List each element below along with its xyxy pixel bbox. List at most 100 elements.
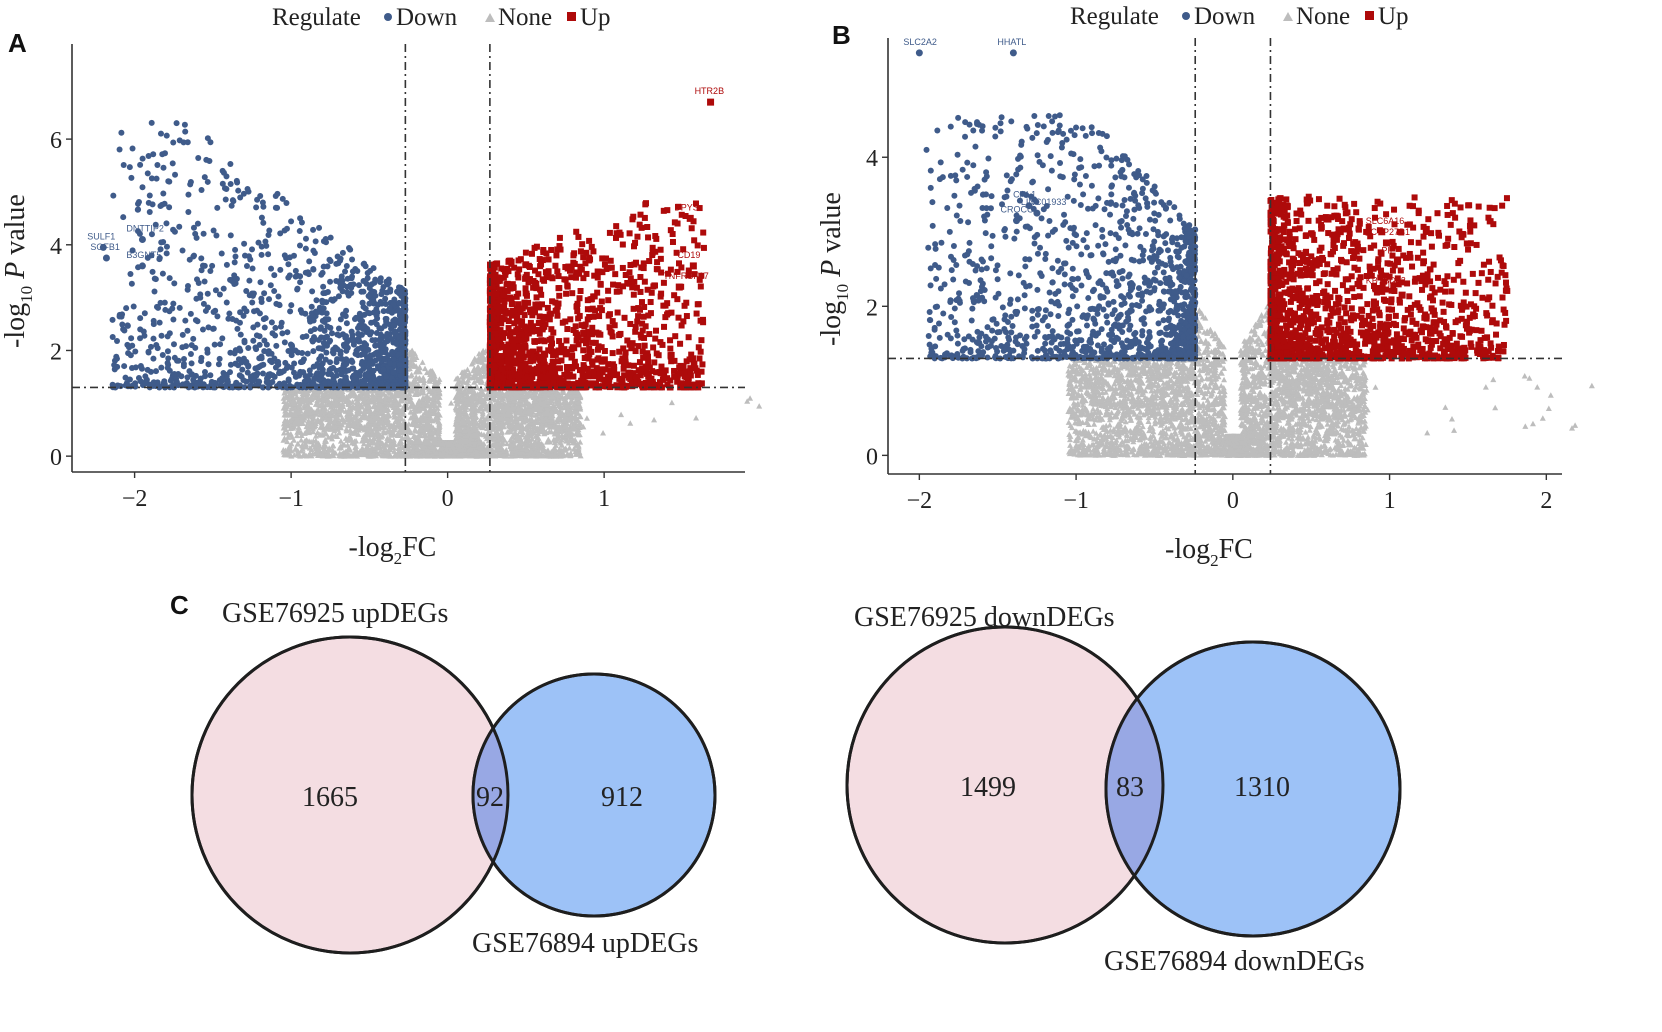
point-down [187, 181, 194, 188]
point-none [352, 426, 359, 433]
point-down [223, 299, 230, 306]
legend-none-label: None [498, 4, 552, 31]
point-down [205, 361, 212, 368]
point-down [207, 372, 214, 379]
point-down [158, 201, 165, 208]
point-none [329, 447, 336, 453]
point-none [473, 377, 480, 384]
point-none [693, 415, 700, 421]
point-none [302, 398, 309, 404]
point-none [413, 389, 420, 395]
point-down [164, 348, 171, 355]
point-down [190, 224, 197, 231]
point-down [257, 279, 264, 286]
point-down [345, 367, 352, 374]
point-none [419, 386, 426, 393]
point-down [250, 337, 257, 344]
point-down [241, 305, 248, 312]
point-down [250, 290, 257, 297]
point-none [416, 364, 423, 370]
point-down [128, 280, 135, 287]
point-down [285, 274, 292, 281]
point-none [411, 363, 418, 369]
point-none [471, 379, 478, 385]
point-down [241, 240, 248, 247]
y-tick-label: 2 [50, 339, 62, 365]
point-down [128, 335, 135, 342]
point-down [296, 242, 303, 249]
point-down [260, 203, 267, 210]
point-none [563, 393, 570, 399]
point-none [498, 429, 505, 436]
point-none [457, 404, 464, 411]
point-down [173, 120, 180, 127]
point-none [294, 440, 301, 447]
point-none [464, 413, 471, 420]
point-down [154, 161, 161, 168]
point-down [366, 331, 373, 338]
point-down [155, 304, 162, 311]
point-down [139, 155, 146, 162]
point-down [153, 175, 160, 182]
point-none [600, 430, 607, 436]
point-down [268, 319, 275, 326]
point-down [256, 378, 263, 385]
point-down [320, 305, 327, 312]
point-none [387, 402, 394, 408]
point-down [308, 303, 315, 310]
point-down [198, 186, 205, 193]
point-none [426, 376, 433, 383]
point-none [436, 402, 443, 408]
point-down [166, 178, 173, 185]
point-down [317, 324, 324, 331]
point-none [481, 400, 488, 407]
point-down [234, 325, 241, 332]
point-down [227, 232, 234, 239]
point-none [390, 444, 397, 451]
point-down [234, 179, 241, 186]
point-down [297, 273, 304, 280]
point-down [316, 224, 323, 231]
point-down [222, 196, 229, 203]
point-down [242, 252, 249, 259]
point-down [231, 259, 238, 266]
point-down [272, 332, 279, 339]
point-down [169, 160, 176, 167]
series-none [280, 344, 763, 459]
point-none [347, 427, 354, 433]
y-tick-label: 4 [50, 234, 62, 260]
point-none [493, 417, 500, 424]
point-none [336, 429, 343, 436]
point-down [374, 315, 381, 322]
point-none [494, 398, 501, 405]
point-down [271, 272, 278, 279]
point-down [210, 227, 217, 234]
point-down [125, 350, 132, 357]
point-none [358, 414, 365, 421]
point-none [756, 403, 763, 409]
point-none [312, 433, 319, 439]
point-down [335, 325, 342, 332]
point-none [627, 420, 634, 426]
point-none [419, 359, 426, 365]
point-down [309, 288, 316, 295]
point-none [458, 421, 465, 427]
point-down [156, 319, 163, 326]
point-down [288, 302, 295, 309]
point-none [391, 426, 398, 432]
point-none [399, 416, 406, 422]
point-none [293, 446, 300, 452]
point-down [159, 351, 166, 358]
point-down [127, 270, 134, 277]
point-none [314, 449, 321, 456]
point-down [171, 280, 178, 287]
point-down [261, 290, 268, 297]
point-down [120, 162, 127, 169]
point-none [387, 446, 394, 452]
point-none [482, 386, 489, 392]
point-down [342, 268, 349, 275]
point-down [312, 238, 319, 245]
point-none [522, 405, 529, 411]
x-axis-title: -log2FC [349, 532, 437, 568]
point-down [328, 330, 335, 337]
